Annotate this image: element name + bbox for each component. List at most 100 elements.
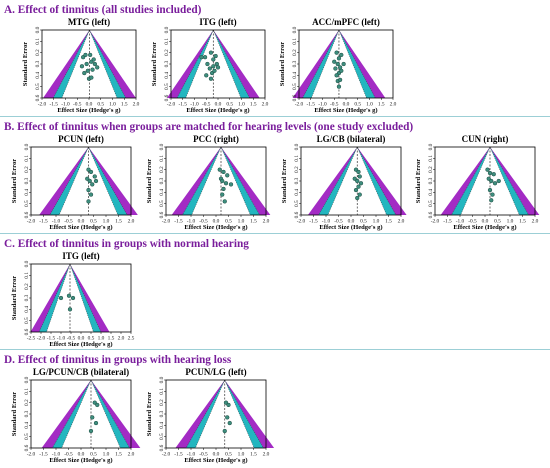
x-tick-label: -1.5 bbox=[306, 102, 315, 108]
x-tick-label: 1.0 bbox=[373, 219, 380, 225]
y-axis-label: Standard Error bbox=[281, 159, 288, 203]
y-tick-label: 0.2 bbox=[24, 399, 30, 406]
chart-title: LG/PCUN/CB (bilateral) bbox=[33, 367, 129, 377]
study-point bbox=[202, 55, 208, 60]
x-tick-label: 2.0 bbox=[398, 219, 405, 225]
x-tick-label: -2.0 bbox=[431, 219, 440, 225]
chart-title: PCC (right) bbox=[193, 134, 239, 144]
study-point bbox=[332, 59, 337, 64]
y-tick-label: 0.4 bbox=[159, 422, 165, 429]
y-tick-label: 0.4 bbox=[292, 72, 298, 79]
y-tick-label: 0.2 bbox=[159, 166, 165, 173]
x-tick-label: 2.0 bbox=[118, 336, 125, 342]
y-tick-label: 0.0 bbox=[294, 143, 300, 150]
funnel-inner-region bbox=[61, 30, 118, 98]
funnel-edge-line bbox=[61, 379, 92, 449]
study-point bbox=[212, 68, 217, 73]
study-point bbox=[335, 61, 340, 67]
study-point bbox=[222, 199, 227, 204]
y-axis-label: Standard Error bbox=[146, 159, 153, 203]
study-point bbox=[496, 178, 501, 184]
x-tick-label: -0.5 bbox=[330, 102, 339, 108]
study-point bbox=[228, 182, 234, 187]
x-tick-label: 0.0 bbox=[215, 102, 222, 108]
x-tick-label: 1.5 bbox=[250, 452, 257, 458]
study-point bbox=[221, 186, 226, 192]
study-point bbox=[222, 428, 227, 434]
x-tick-label: -2.0 bbox=[167, 102, 176, 108]
study-point bbox=[82, 70, 87, 76]
funnel-edge-line bbox=[38, 263, 71, 333]
study-point bbox=[341, 61, 346, 67]
study-point bbox=[334, 50, 339, 55]
x-axis-label: Effect Size (Hedge's g) bbox=[49, 457, 112, 464]
y-tick-label: 0.0 bbox=[24, 376, 30, 383]
x-tick-label: 1.5 bbox=[519, 219, 526, 225]
x-tick-label: -0.5 bbox=[73, 102, 82, 108]
study-point bbox=[333, 66, 338, 71]
x-tick-label: -1.5 bbox=[174, 452, 183, 458]
funnel-plot-cun-right: CUN (right) -2.0 -1.5 -1.0 -0.5 0.0 0.5 1.0 1.5 2… bbox=[415, 134, 540, 231]
x-tick-label: -1.5 bbox=[39, 452, 48, 458]
x-tick-label: -2.0 bbox=[37, 336, 46, 342]
x-axis-label: Effect Size (Hedge's g) bbox=[186, 107, 249, 114]
study-point bbox=[217, 167, 222, 172]
y-tick-label: 0.6 bbox=[294, 211, 300, 218]
y-tick-label: 0.3 bbox=[294, 177, 300, 184]
y-axis-label: Standard Error bbox=[22, 42, 29, 86]
y-tick-label: 0.6 bbox=[159, 211, 165, 218]
study-point bbox=[95, 402, 100, 408]
x-tick-label: -1.0 bbox=[322, 219, 331, 225]
y-tick-label: 0.5 bbox=[164, 83, 170, 90]
x-tick-label: -1.5 bbox=[47, 336, 56, 342]
y-tick-label: 0.3 bbox=[24, 177, 30, 184]
y-tick-label: 0.4 bbox=[24, 422, 30, 429]
funnel-edge-line bbox=[191, 146, 222, 216]
study-point bbox=[95, 65, 100, 70]
study-point bbox=[492, 181, 498, 186]
x-tick-label: -1.0 bbox=[456, 219, 465, 225]
y-tick-label: 0.4 bbox=[294, 189, 300, 196]
study-point bbox=[356, 184, 361, 189]
study-point bbox=[58, 295, 64, 301]
study-point bbox=[339, 68, 344, 73]
x-tick-label: -1.0 bbox=[190, 102, 199, 108]
funnel-plot-itg-left-normal-hearing: ITG (left)-2.5 -2.0 -1.5 -1.0 -0.5 0.0 0.5 1.0 1… bbox=[11, 251, 135, 348]
x-tick-label: 0.0 bbox=[78, 452, 85, 458]
study-point bbox=[491, 172, 496, 177]
study-point bbox=[89, 75, 94, 80]
x-tick-label: 1.0 bbox=[238, 219, 245, 225]
y-tick-label: 0.2 bbox=[35, 49, 41, 56]
x-tick-label: 2.5 bbox=[128, 336, 135, 342]
x-tick-label: 1.0 bbox=[109, 102, 116, 108]
y-tick-label: 0.6 bbox=[24, 444, 30, 451]
x-tick-label: 1.0 bbox=[366, 102, 373, 108]
x-tick-label: 1.0 bbox=[507, 219, 514, 225]
y-tick-label: 0.1 bbox=[35, 38, 41, 45]
y-axis-label: Standard Error bbox=[146, 392, 153, 436]
chart-title: ITG (left) bbox=[199, 17, 236, 27]
study-point bbox=[211, 64, 216, 69]
chart-title: CUN (right) bbox=[462, 134, 509, 144]
y-tick-label: 0.5 bbox=[159, 433, 165, 440]
x-tick-label: -2.0 bbox=[297, 219, 306, 225]
study-point bbox=[223, 181, 229, 186]
y-tick-label: 0.4 bbox=[159, 189, 165, 196]
funnel-edge-line bbox=[58, 146, 89, 216]
x-tick-label: 1.5 bbox=[121, 102, 128, 108]
x-tick-label: 1.0 bbox=[103, 452, 110, 458]
study-point bbox=[91, 57, 96, 62]
funnel-edge-line bbox=[52, 29, 90, 99]
y-tick-label: 0.5 bbox=[428, 200, 434, 207]
x-tick-label: -0.5 bbox=[199, 452, 208, 458]
study-point bbox=[87, 178, 92, 184]
study-point bbox=[225, 173, 230, 178]
study-point bbox=[88, 169, 94, 175]
study-point bbox=[92, 174, 97, 179]
y-tick-label: 0.3 bbox=[24, 410, 30, 417]
x-tick-label: 0.0 bbox=[482, 219, 489, 225]
x-axis-label: Effect Size (Hedge's g) bbox=[319, 224, 382, 231]
study-point bbox=[207, 66, 212, 71]
funnel-plot-pcc-right: PCC (right) -2.0 -1.5 -1.0 -0.5 0.0 0.5 1.0 1.5 2… bbox=[146, 134, 271, 231]
x-tick-label: -1.5 bbox=[174, 219, 183, 225]
